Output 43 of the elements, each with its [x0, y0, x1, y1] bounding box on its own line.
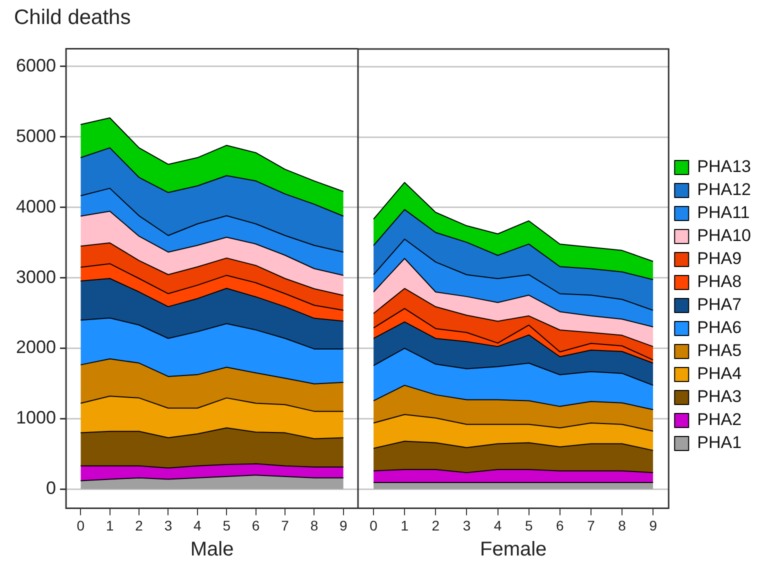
y-tick-label: 1000 — [16, 408, 56, 428]
y-tick-label: 0 — [46, 478, 56, 498]
x-tick-label: 8 — [310, 517, 318, 534]
x-tick-label: 3 — [164, 517, 172, 534]
x-tick-label: 4 — [494, 517, 502, 534]
x-tick-label: 6 — [556, 517, 564, 534]
x-tick-label: 0 — [370, 517, 378, 534]
legend-label: PHA4 — [697, 364, 742, 384]
legend-label: PHA5 — [697, 341, 742, 360]
legend-label: PHA10 — [697, 226, 752, 246]
x-tick-label: 4 — [194, 517, 202, 534]
legend-label: PHA9 — [697, 249, 742, 268]
x-tick-label: 9 — [340, 517, 348, 534]
y-tick-label: 6000 — [16, 55, 56, 76]
legend-label: PHA12 — [697, 180, 752, 200]
legend-label: PHA1 — [697, 433, 742, 452]
y-tick-label: 2000 — [16, 337, 56, 358]
y-tick-label: 3000 — [16, 266, 56, 287]
y-tick-label: 4000 — [16, 196, 56, 216]
legend-label: PHA13 — [697, 157, 752, 176]
legend-label: PHA6 — [697, 318, 742, 338]
chart-title: Child deaths — [14, 6, 131, 29]
x-axis-title: Male — [190, 538, 234, 561]
legend-label: PHA11 — [697, 203, 750, 222]
x-tick-label: 3 — [462, 517, 471, 534]
x-tick-label: 7 — [587, 517, 596, 534]
legend-label: PHA7 — [697, 295, 742, 314]
x-tick-label: 8 — [618, 517, 626, 534]
x-tick-label: 5 — [524, 517, 533, 534]
legend-label: PHA3 — [697, 387, 742, 406]
x-tick-label: 9 — [649, 517, 658, 534]
x-tick-label: 1 — [106, 517, 114, 534]
x-tick-label: 0 — [76, 517, 85, 534]
x-tick-label: 5 — [222, 517, 231, 534]
x-tick-label: 6 — [252, 517, 260, 534]
x-axis-title: Female — [480, 538, 547, 561]
legend-label: PHA8 — [697, 272, 742, 292]
x-tick-label: 2 — [135, 517, 144, 534]
x-tick-label: 1 — [400, 517, 409, 534]
y-tick-label: 5000 — [16, 126, 56, 146]
x-tick-label: 7 — [281, 517, 290, 534]
legend-label: PHA2 — [697, 410, 742, 430]
x-tick-label: 2 — [432, 517, 440, 534]
